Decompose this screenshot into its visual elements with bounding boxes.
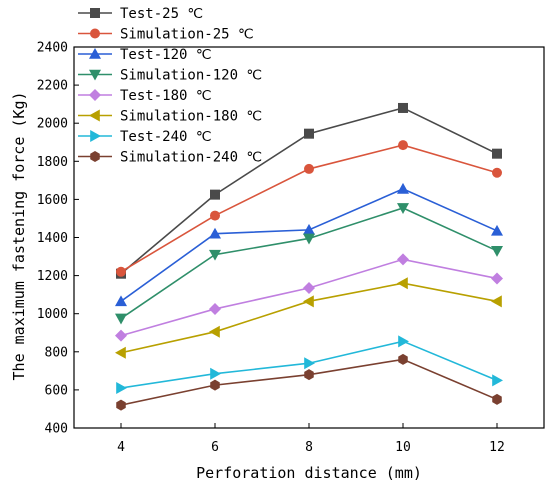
data-point xyxy=(492,167,502,178)
data-point xyxy=(492,393,502,405)
legend-marker xyxy=(90,8,100,18)
data-point xyxy=(210,367,221,380)
y-tick-label: 600 xyxy=(45,383,68,398)
data-point xyxy=(115,346,126,359)
x-tick-label: 8 xyxy=(305,440,313,455)
series-5 xyxy=(115,253,503,342)
data-point xyxy=(398,140,408,151)
series-2 xyxy=(116,140,502,277)
y-tick-label: 2400 xyxy=(37,41,68,56)
data-point xyxy=(209,249,221,261)
x-tick-label: 10 xyxy=(395,440,411,455)
legend-marker xyxy=(89,69,101,81)
legend-item: Test-25 ℃ xyxy=(78,6,203,22)
y-axis-title: The maximum fastening force (Kg) xyxy=(10,92,28,381)
y-tick-label: 1400 xyxy=(37,231,68,246)
legend-label: Test-180 ℃ xyxy=(120,88,212,104)
legend-label: Simulation-120 ℃ xyxy=(120,68,262,84)
y-tick-label: 1200 xyxy=(37,269,68,284)
data-point xyxy=(209,325,220,338)
data-point xyxy=(303,281,315,294)
data-point xyxy=(303,233,315,245)
data-point xyxy=(398,335,409,348)
legend-item: Simulation-180 ℃ xyxy=(78,109,262,125)
legend-marker xyxy=(89,89,101,101)
data-point xyxy=(304,163,314,174)
series-3 xyxy=(115,182,503,307)
data-point xyxy=(398,353,408,365)
legend-marker xyxy=(90,130,101,142)
y-tick-label: 1000 xyxy=(37,307,68,322)
legend-item: Simulation-120 ℃ xyxy=(78,68,262,84)
data-point xyxy=(209,302,221,315)
axes: 4 6 8 10 12 400 600 800 1000 1200 1400 1600 1800 2000… xyxy=(37,41,545,455)
y-tick-label: 1600 xyxy=(37,193,68,208)
x-tick-label: 4 xyxy=(117,440,125,455)
legend: Test-25 ℃ Simulation-25 ℃ Test-120 ℃ Simula… xyxy=(78,6,262,166)
data-point xyxy=(210,379,220,391)
series-8 xyxy=(116,353,502,411)
data-point xyxy=(209,227,221,239)
data-point xyxy=(491,224,503,236)
data-point xyxy=(304,369,314,381)
data-point xyxy=(492,148,502,159)
legend-label: Simulation-240 ℃ xyxy=(120,150,262,166)
data-point xyxy=(115,313,127,325)
x-tick-label: 12 xyxy=(489,440,505,455)
series-layer xyxy=(115,102,503,411)
data-point xyxy=(304,357,315,370)
data-point xyxy=(397,182,409,194)
data-point xyxy=(398,102,408,113)
legend-label: Simulation-25 ℃ xyxy=(120,27,254,43)
data-point xyxy=(210,210,220,221)
data-point xyxy=(397,277,408,290)
data-point xyxy=(304,128,314,139)
legend-item: Simulation-25 ℃ xyxy=(78,27,254,43)
legend-marker xyxy=(90,151,100,162)
data-point xyxy=(491,272,503,285)
legend-item: Simulation-240 ℃ xyxy=(78,150,262,166)
legend-marker xyxy=(89,48,101,59)
legend-label: Test-120 ℃ xyxy=(120,47,212,63)
data-point xyxy=(210,189,220,200)
series-6 xyxy=(115,277,502,359)
data-point xyxy=(303,223,315,235)
legend-item: Test-120 ℃ xyxy=(78,47,212,63)
data-point xyxy=(116,399,126,411)
legend-label: Test-25 ℃ xyxy=(120,6,203,22)
data-point xyxy=(492,374,503,387)
data-point xyxy=(491,295,502,308)
legend-item: Test-240 ℃ xyxy=(78,129,212,145)
series-4 xyxy=(115,203,503,325)
legend-marker xyxy=(89,109,100,122)
legend-marker xyxy=(90,28,100,39)
x-axis-title: Perforation distance (mm) xyxy=(196,464,422,482)
legend-label: Test-240 ℃ xyxy=(120,129,212,145)
data-point xyxy=(116,266,126,277)
data-point xyxy=(397,253,409,266)
y-tick-label: 800 xyxy=(45,345,68,360)
data-point xyxy=(397,203,409,214)
data-point xyxy=(115,329,127,342)
y-tick-label: 2200 xyxy=(37,79,68,94)
x-tick-label: 6 xyxy=(211,440,219,455)
legend-label: Simulation-180 ℃ xyxy=(120,109,262,125)
data-point xyxy=(116,382,127,394)
data-point xyxy=(491,246,503,257)
series-7 xyxy=(116,335,503,394)
y-tick-label: 400 xyxy=(45,422,68,437)
y-tick-label: 2000 xyxy=(37,117,68,132)
y-tick-label: 1800 xyxy=(37,155,68,170)
data-point xyxy=(115,295,127,307)
legend-item: Test-180 ℃ xyxy=(78,88,212,104)
data-point xyxy=(303,295,314,308)
